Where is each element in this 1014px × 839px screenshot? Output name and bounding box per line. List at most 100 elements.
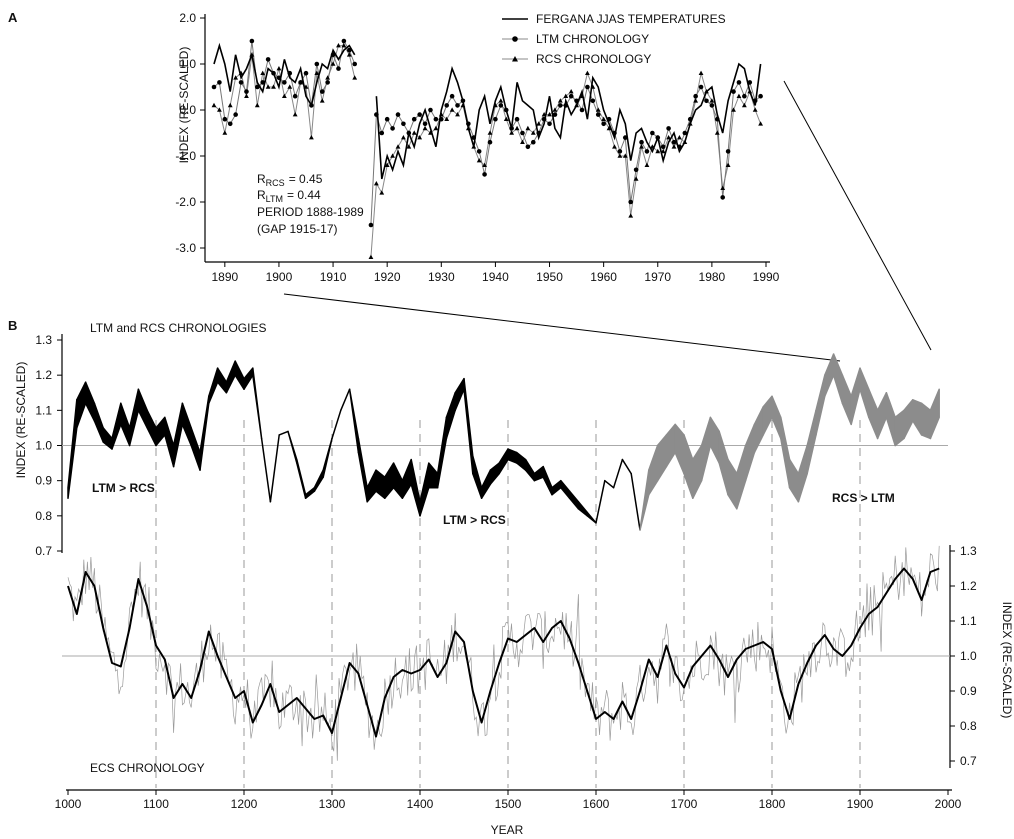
ltm-point <box>249 38 255 44</box>
chronology-band-segment <box>868 388 879 440</box>
chronology-band-segment <box>93 402 104 443</box>
ltm-point <box>411 116 417 122</box>
ecs-chronology-label: ECS CHRONOLOGY <box>90 761 205 775</box>
ltm-point <box>536 130 542 136</box>
chronology-band-segment <box>639 469 650 531</box>
panel-b-upper-y-tick-label: 1.2 <box>35 368 52 382</box>
chronology-band-segment <box>516 451 527 471</box>
ltm-point <box>336 66 341 71</box>
ltm-point <box>687 116 693 122</box>
ltm-point <box>671 139 677 145</box>
chronology-band-segment <box>595 479 606 524</box>
panel-b-upper-title: LTM and RCS CHRONOLOGIES <box>90 321 266 335</box>
ltm-point <box>417 112 422 117</box>
rcs-point <box>649 144 655 149</box>
rcs-point <box>671 144 677 149</box>
stat-r-rcs-value: = 0.45 <box>289 172 323 186</box>
ltm-point <box>455 103 460 108</box>
rcs-point <box>536 121 542 126</box>
rcs-point <box>352 75 358 80</box>
chronology-band-segment <box>146 409 157 447</box>
ltm-point <box>579 107 585 113</box>
ltm-point <box>244 89 249 94</box>
rcs-point <box>336 43 341 48</box>
chronology-band-segment <box>296 458 307 499</box>
rcs-point <box>563 93 569 98</box>
stat-r-ltm-value: = 0.44 <box>287 188 321 202</box>
rcs-point <box>677 135 682 140</box>
rcs-point <box>368 254 374 259</box>
rcs-point <box>530 130 536 135</box>
panel-a-x-tick-label: 1960 <box>590 270 617 284</box>
rcs-point <box>406 144 412 149</box>
panel-b-x-tick-label: 1600 <box>583 797 610 811</box>
panel-a-y-tick-label: 2.0 <box>179 11 196 25</box>
chronology-band-segment <box>208 367 219 405</box>
ltm-point <box>390 126 395 131</box>
chronology-band-segment <box>234 360 245 390</box>
panel-b-lower-y-tick-label: 1.3 <box>960 544 977 558</box>
chronology-band-segment <box>876 392 888 440</box>
chronology-band-segment <box>155 416 166 447</box>
rcs-point <box>557 98 563 103</box>
rcs-point <box>590 84 596 89</box>
rcs-point <box>498 98 504 103</box>
ltm-point <box>628 199 634 205</box>
ltm-point <box>660 144 666 150</box>
panel-a-x-tick-label: 1980 <box>699 270 726 284</box>
rcs-point <box>606 125 612 131</box>
chronology-band-segment <box>507 448 518 464</box>
chronology-band-segment <box>454 377 465 412</box>
chronology-band-segment <box>903 399 914 440</box>
ltm-point <box>287 70 293 76</box>
ltm-point <box>520 130 525 136</box>
stat-r-ltm-subscript: LTM <box>266 194 283 204</box>
ltm-point <box>644 149 650 154</box>
rcs-point <box>476 158 482 163</box>
panel-a-x-tick-label: 1890 <box>211 270 238 284</box>
panel-a-x-tick-label: 1900 <box>266 270 293 284</box>
ltm-point <box>330 52 336 58</box>
stat-r-ltm: RLTM = 0.44 <box>257 188 321 204</box>
ltm-point <box>325 80 330 85</box>
chronology-band-segment <box>480 469 492 499</box>
rcs-point <box>314 70 320 75</box>
rcs-point <box>395 144 401 149</box>
rcs-point <box>595 107 601 112</box>
panel-b-lower-y-tick-label: 0.7 <box>960 754 977 768</box>
rcs-point <box>271 84 276 89</box>
rcs-point <box>666 135 671 140</box>
ltm-point <box>265 57 271 62</box>
ltm-point <box>622 135 628 140</box>
chronology-band-segment <box>788 458 800 503</box>
rcs-point <box>217 107 222 112</box>
chronology-band-segment <box>190 427 201 471</box>
panel-b-upper-y-tick-label: 1.3 <box>35 333 52 347</box>
rcs-point <box>249 52 255 57</box>
ltm-point <box>276 75 282 81</box>
chronology-band-segment <box>67 399 78 499</box>
ltm-point <box>466 121 471 127</box>
ecs-smoothed-line <box>67 567 940 738</box>
rcs-point <box>612 144 617 149</box>
rcs-point <box>433 125 439 131</box>
chronology-band-segment <box>920 402 932 440</box>
rcs-point <box>525 125 531 131</box>
chronology-band-segment <box>137 388 148 429</box>
chronology-band-segment <box>665 423 676 468</box>
ltm-point <box>444 103 450 108</box>
panel-b-x-tick-label: 1500 <box>495 797 522 811</box>
ltm-point <box>650 130 655 136</box>
chronology-band-segment <box>700 416 712 482</box>
panel-b-x-tick-label: 1900 <box>847 797 874 811</box>
ltm-point <box>433 116 439 122</box>
chronology-band-segment <box>929 388 940 440</box>
rcs-point <box>390 153 395 158</box>
chronology-band-segment <box>718 430 729 496</box>
rcs-point <box>633 176 639 181</box>
chronology-band-segment <box>832 353 844 405</box>
ltm-point <box>655 135 661 140</box>
ltm-point <box>368 222 374 228</box>
chronology-band-segment <box>780 416 791 489</box>
ltm-point <box>698 84 704 90</box>
